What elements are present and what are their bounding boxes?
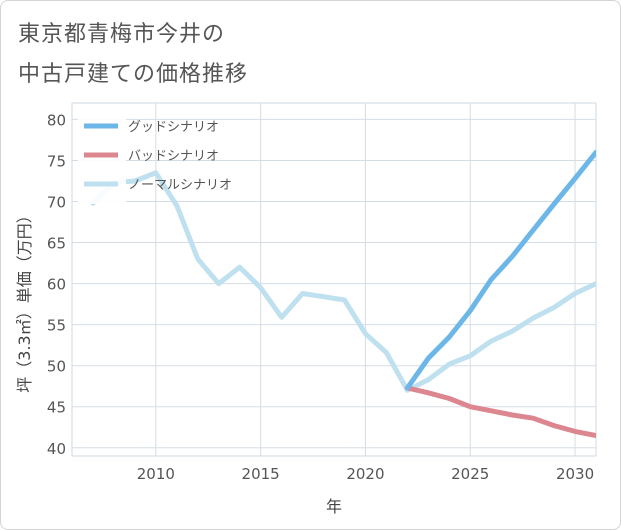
x-axis-label: 年 xyxy=(326,497,342,516)
series-line-0 xyxy=(404,149,596,391)
y-tick-label-65: 65 xyxy=(47,235,66,253)
y-axis-label: 坪（3.3㎡）単価（万円） xyxy=(15,207,34,392)
y-tick-label-55: 55 xyxy=(47,317,66,335)
x-tick-label-2025: 2025 xyxy=(451,465,489,483)
y-tick-label-40: 40 xyxy=(47,440,66,458)
y-tick-label-70: 70 xyxy=(47,194,66,212)
x-tick-label-2030: 2030 xyxy=(556,465,594,483)
x-tick-label-2015: 2015 xyxy=(242,465,280,483)
y-tick-label-80: 80 xyxy=(47,111,66,129)
chart-title-line-1: 東京都青梅市今井の xyxy=(18,22,226,47)
y-tick-label-60: 60 xyxy=(47,276,66,294)
x-axis-ticks: 2010 2015 2020 2025 2030 xyxy=(137,465,594,483)
legend-label-1: バッドシナリオ xyxy=(128,149,219,164)
y-tick-label-45: 45 xyxy=(47,399,66,417)
legend-label-2: ノーマルシナリオ xyxy=(128,178,232,193)
y-tick-label-75: 75 xyxy=(47,152,66,170)
x-tick-label-2020: 2020 xyxy=(346,465,384,483)
chart-title-line-2: 中古戸建ての価格推移 xyxy=(18,62,249,87)
y-axis-ticks: 40 45 50 55 60 65 70 75 80 xyxy=(47,111,66,457)
x-tick-label-2010: 2010 xyxy=(137,465,175,483)
legend-label-0: グッドシナリオ xyxy=(128,120,219,135)
series-lines xyxy=(90,149,596,438)
series-line-1 xyxy=(404,385,596,438)
plot-area xyxy=(71,102,597,457)
series-line-2 xyxy=(90,170,596,393)
grid xyxy=(72,103,596,456)
y-tick-label-50: 50 xyxy=(47,358,66,376)
